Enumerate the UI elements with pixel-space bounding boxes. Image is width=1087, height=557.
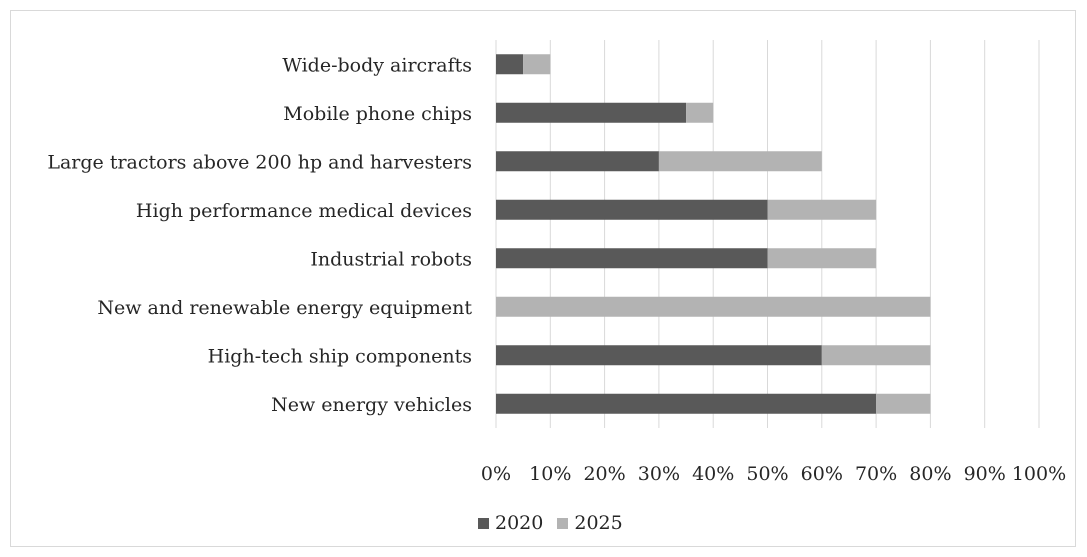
x-tick-label: 60% <box>801 463 843 485</box>
bar-2025 <box>658 151 822 172</box>
category-label: New energy vehicles <box>271 394 472 416</box>
bar-2025 <box>876 393 931 414</box>
bar-2020 <box>496 151 659 172</box>
x-tick-label: 100% <box>1012 463 1066 485</box>
x-tick-labels: 0% 10% 20% 30% 40% 50% 60% 70% 80% 90% 100% <box>481 463 1066 485</box>
bar-2025 <box>686 102 714 123</box>
bar-2020 <box>496 199 768 220</box>
legend-item-2025: 2025 <box>557 512 623 534</box>
bar-2025 <box>821 345 931 366</box>
x-tick-label: 80% <box>909 463 951 485</box>
legend: 2020 2025 <box>478 510 623 536</box>
legend-item-2020: 2020 <box>478 512 543 534</box>
bar-2025 <box>767 199 877 220</box>
category-label: New and renewable energy equipment <box>97 297 472 319</box>
category-label: Industrial robots <box>310 248 472 270</box>
category-label: Mobile phone chips <box>283 103 472 125</box>
legend-label-2025: 2025 <box>574 512 623 534</box>
bar-2020 <box>496 393 877 414</box>
bar-2025 <box>496 296 931 317</box>
bar-2020 <box>496 54 524 75</box>
gridlines <box>495 40 1040 428</box>
x-tick-label: 40% <box>692 463 734 485</box>
bar-2025 <box>523 54 551 75</box>
x-tick-label: 70% <box>855 463 897 485</box>
category-label: High performance medical devices <box>136 200 472 222</box>
x-tick-label: 90% <box>964 463 1006 485</box>
legend-swatch-2020 <box>478 517 489 529</box>
category-labels: Wide-body aircrafts Mobile phone chips Lar… <box>47 54 472 416</box>
x-tick-label: 0% <box>481 463 511 485</box>
x-tick-label: 50% <box>746 463 788 485</box>
legend-label-2020: 2020 <box>495 512 544 534</box>
legend-swatch-2025 <box>557 517 569 529</box>
category-label: Large tractors above 200 hp and harveste… <box>47 151 472 173</box>
bar-2025 <box>767 248 877 269</box>
bar-2020 <box>496 345 822 366</box>
x-tick-label: 20% <box>583 463 625 485</box>
bar-2020 <box>496 248 768 269</box>
category-label: Wide-body aircrafts <box>282 54 472 76</box>
x-tick-label: 10% <box>529 463 571 485</box>
category-label: High-tech ship components <box>208 345 472 367</box>
x-tick-label: 30% <box>638 463 680 485</box>
chart-frame <box>10 10 1076 547</box>
bars <box>496 54 931 414</box>
bar-2020 <box>496 102 687 123</box>
